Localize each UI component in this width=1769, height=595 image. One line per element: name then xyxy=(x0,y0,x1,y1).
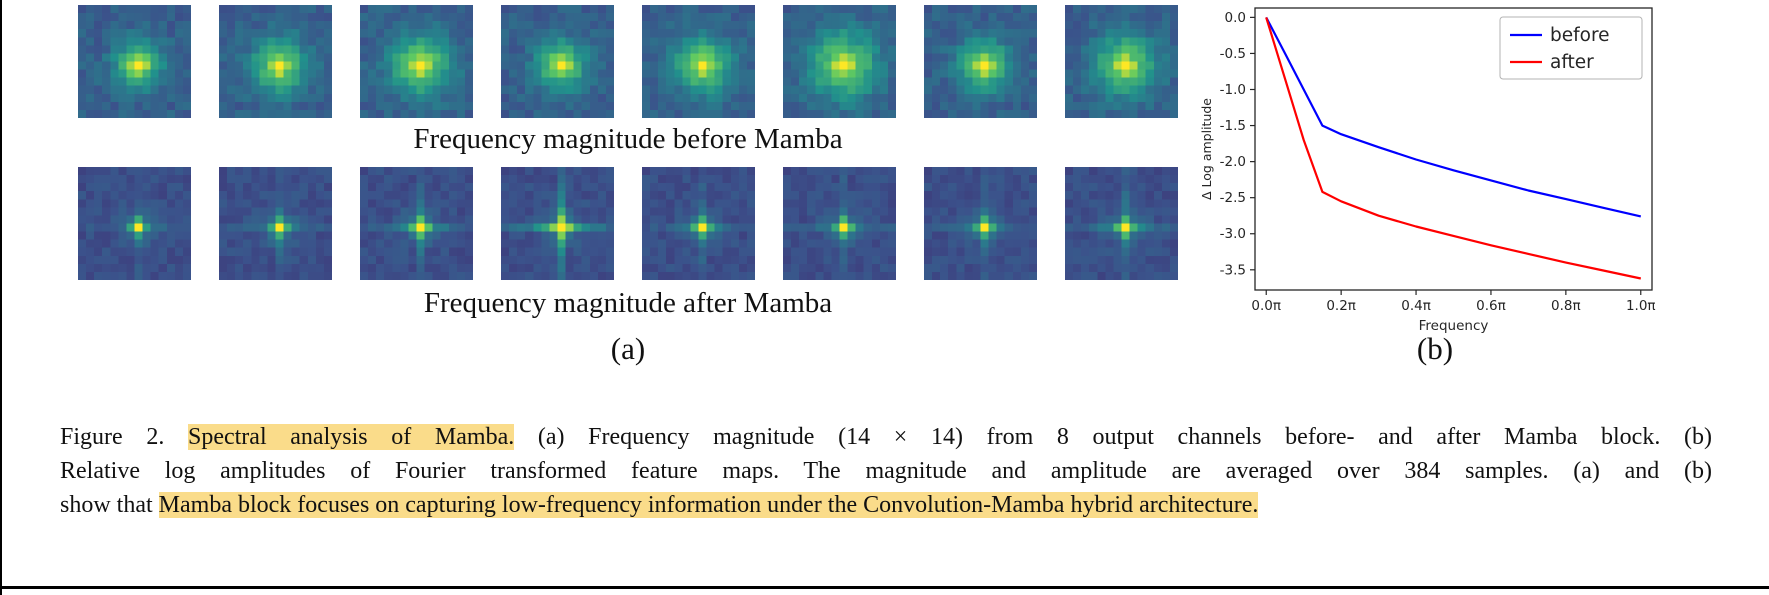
heatmap-row-before xyxy=(78,5,1178,118)
heatmap-before-3 xyxy=(360,5,473,118)
chart-axes-box xyxy=(1254,7,1653,291)
y-tick-label: -2.0 xyxy=(1220,154,1246,170)
heatmap-after-7 xyxy=(924,167,1037,280)
heatmap-before-1 xyxy=(78,5,191,118)
y-tick-label: -3.5 xyxy=(1220,262,1246,278)
y-tick-label: -1.5 xyxy=(1220,118,1246,134)
heatmap-after-6 xyxy=(783,167,896,280)
heatmap-before-6 xyxy=(783,5,896,118)
heatmap-caption-after: Frequency magnitude after Mamba xyxy=(423,287,833,319)
caption-line-2: Relative log amplitudes of Fourier trans… xyxy=(60,454,1712,488)
caption-line-3: show that Mamba block focuses on capturi… xyxy=(60,488,1712,522)
heatmap-before-4 xyxy=(501,5,614,118)
heatmap-row-after xyxy=(78,167,1178,280)
y-tick-label: -0.5 xyxy=(1220,46,1246,62)
x-axis-label: Frequency xyxy=(1419,318,1489,334)
heatmap-after-4 xyxy=(501,167,614,280)
y-tick-label: -2.5 xyxy=(1220,190,1246,206)
y-tick-label: -3.0 xyxy=(1220,226,1246,242)
y-tick-label: 0.0 xyxy=(1225,10,1246,26)
page-border-left xyxy=(0,0,2,595)
heatmap-after-5 xyxy=(642,167,755,280)
heatmap-before-2 xyxy=(219,5,332,118)
y-tick-label: -1.0 xyxy=(1220,82,1246,98)
x-tick-label: 0.0π xyxy=(1251,298,1281,314)
caption-line-1: Figure 2. Spectral analysis of Mamba. (a… xyxy=(60,420,1712,454)
heatmap-before-7 xyxy=(924,5,1037,118)
heatmap-after-1 xyxy=(78,167,191,280)
heatmap-after-2 xyxy=(219,167,332,280)
heatmap-caption-before: Frequency magnitude before Mamba xyxy=(413,123,843,155)
x-tick-label: 0.4π xyxy=(1401,298,1431,314)
x-tick-label: 0.2π xyxy=(1326,298,1356,314)
page-border-bottom xyxy=(0,586,1769,589)
line-chart: 0.0π 0.2π 0.4π 0.6π 0.8π 1.0π 0.0 -0.5 -1.0 -1.5 -… xyxy=(1199,7,1656,334)
x-tick-label: 0.8π xyxy=(1551,298,1581,314)
y-axis-label: Δ Log amplitude xyxy=(1199,98,1214,200)
heatmap-after-8 xyxy=(1065,167,1178,280)
caption-text: (a) Frequency magnitude (14 × 14) from 8… xyxy=(514,424,1712,450)
caption-highlight: Mamba block focuses on capturing low-fre… xyxy=(158,492,1259,518)
series-line-before xyxy=(1265,16,1642,218)
x-tick-label: 1.0π xyxy=(1626,298,1656,314)
panel-label-a: (a) xyxy=(610,331,646,366)
heatmap-before-5 xyxy=(642,5,755,118)
legend-label-after: after xyxy=(1550,52,1594,73)
heatmap-before-8 xyxy=(1065,5,1178,118)
caption-highlight: Spectral analysis of Mamba. xyxy=(187,424,515,450)
panel-label-b: (b) xyxy=(1416,331,1454,366)
legend-box xyxy=(1499,16,1643,80)
legend-label-before: before xyxy=(1550,25,1610,46)
caption-text: show that xyxy=(60,492,159,518)
figure-caption: Figure 2. Spectral analysis of Mamba. (a… xyxy=(60,420,1712,522)
heatmap-after-3 xyxy=(360,167,473,280)
caption-text: Figure 2. xyxy=(60,424,188,450)
caption-text: Relative log amplitudes of Fourier trans… xyxy=(60,458,1712,484)
series-line-after xyxy=(1265,17,1642,280)
x-tick-label: 0.6π xyxy=(1476,298,1506,314)
